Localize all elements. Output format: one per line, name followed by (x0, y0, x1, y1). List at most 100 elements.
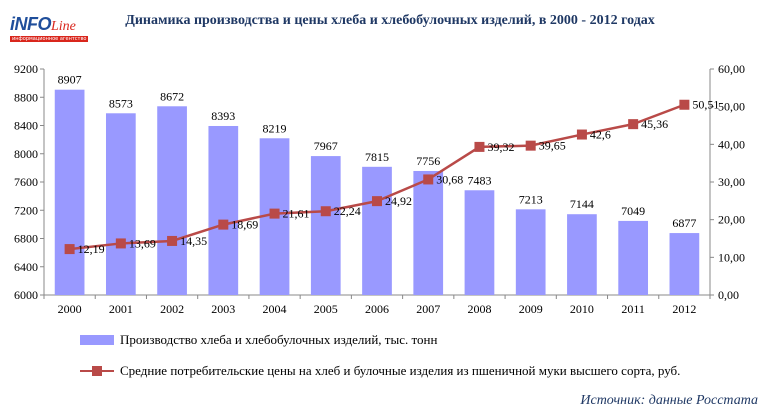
bar-data-label: 7144 (570, 197, 594, 211)
y-right-tick-label: 60,00 (718, 62, 745, 76)
y-right-tick-label: 30,00 (718, 175, 745, 189)
bar (618, 220, 649, 295)
y-left-tick-label: 6400 (14, 260, 38, 274)
x-tick-label: 2007 (416, 302, 440, 316)
bar-data-label: 7049 (621, 204, 645, 218)
line-data-label: 39,32 (487, 140, 514, 154)
bar (413, 170, 444, 295)
y-left-tick-label: 6000 (14, 288, 38, 302)
chart-canvas: 8907 8573 8672 8393 8219 7967 7815 7756 7483 7213… (14, 62, 745, 316)
line-point (167, 235, 178, 246)
x-tick-label: 2011 (621, 302, 645, 316)
y-left-tick-label: 8000 (14, 147, 38, 161)
bar-data-labels: 8907 8573 8672 8393 8219 7967 7815 7756 7483 7213… (58, 73, 697, 230)
line-data-label: 39,65 (539, 139, 566, 153)
x-tick-label: 2009 (519, 302, 543, 316)
y-right-tick-label: 20,00 (718, 213, 745, 227)
x-tick-label: 2002 (160, 302, 184, 316)
y-right-tick-label: 10,00 (718, 250, 745, 264)
bar-data-label: 7967 (314, 139, 338, 153)
y-left-tick-label: 8400 (14, 119, 38, 133)
bar (105, 113, 136, 295)
y-right-tick-label: 50,00 (718, 100, 745, 114)
legend-bar-swatch (80, 335, 114, 345)
y-right-tick-label: 0,00 (718, 288, 739, 302)
logo-accent-text: Line (51, 19, 76, 34)
line-point (218, 219, 229, 230)
chart-title: Динамика производства и цены хлеба и хле… (125, 13, 655, 28)
bar-data-label: 8573 (109, 96, 133, 110)
line-point (679, 99, 690, 110)
legend-label-production: Производство хлеба и хлебобулочных издел… (120, 332, 438, 347)
line-data-label: 14,35 (180, 234, 207, 248)
bar-data-label: 7756 (416, 154, 440, 168)
line-point (423, 174, 434, 185)
bar-data-label: 8393 (211, 109, 235, 123)
bar-data-label: 6877 (672, 216, 696, 230)
logo-bar (10, 36, 88, 42)
x-tick-label: 2004 (263, 302, 287, 316)
line-data-label: 30,68 (436, 172, 463, 186)
bar (362, 166, 392, 295)
line-data-label: 24,92 (385, 194, 412, 208)
x-tick-label: 2006 (365, 302, 389, 316)
line-data-label: 21,61 (283, 207, 310, 221)
line-point (115, 238, 126, 249)
infoline-logo: iNFOLine информационное агентство (10, 14, 90, 44)
logo-subtitle: информационное агентство (12, 36, 87, 42)
y-left-tick-label: 9200 (14, 62, 38, 76)
x-tick-label: 2010 (570, 302, 594, 316)
line-point (372, 196, 382, 207)
legend-line-swatch (80, 364, 114, 378)
bar-data-label: 7483 (467, 173, 491, 187)
line-point (64, 244, 75, 255)
tick-labels: 6000 6400 6800 7200 7600 8000 8400 8800 9200 0,00… (14, 62, 745, 316)
line-point (525, 140, 536, 151)
bar (157, 106, 187, 295)
line-series (64, 99, 690, 255)
x-tick-label: 2000 (58, 302, 82, 316)
bar (515, 209, 546, 295)
y-right-tick-label: 40,00 (718, 137, 745, 151)
legend-item-production: Производство хлеба и хлебобулочных издел… (80, 331, 437, 349)
y-left-tick-label: 8800 (14, 90, 38, 104)
line-data-label: 42,6 (590, 128, 611, 142)
bar-data-label: 8907 (58, 73, 82, 87)
line-data-label: 50,51 (692, 98, 719, 112)
x-tick-label: 2003 (211, 302, 235, 316)
bar-data-label: 7815 (365, 150, 389, 164)
line-data-label: 12,19 (78, 242, 105, 256)
y-left-tick-label: 7200 (14, 203, 38, 217)
x-tick-label: 2001 (109, 302, 133, 316)
line-point (576, 129, 587, 140)
bar-data-label: 7213 (519, 192, 543, 206)
bar (310, 156, 341, 295)
line-data-label: 45,36 (641, 117, 668, 131)
line-point (320, 206, 331, 217)
line-data-label: 22,24 (334, 204, 361, 218)
legend-label-price: Средние потребительские цены на хлеб и б… (120, 363, 681, 378)
legend-item-price: Средние потребительские цены на хлеб и б… (80, 362, 680, 380)
bar (54, 89, 85, 295)
y-left-tick-label: 6800 (14, 232, 38, 246)
line-data-label: 13,69 (129, 236, 156, 250)
y-left-tick-label: 7600 (14, 175, 38, 189)
line-data-label: 18,69 (231, 218, 258, 232)
x-tick-label: 2012 (672, 302, 696, 316)
x-tick-label: 2008 (467, 302, 491, 316)
bar-data-label: 8219 (263, 121, 287, 135)
bar (464, 190, 495, 295)
bar (669, 233, 700, 295)
bar (208, 125, 239, 295)
chart-axes (40, 68, 714, 299)
bar-data-label: 8672 (160, 89, 184, 103)
line-point (474, 141, 485, 152)
line-data-labels: 12,19 13,69 14,35 18,69 21,61 22,24 24,92 30,68… (78, 98, 720, 256)
bar-series (54, 89, 700, 295)
x-tick-label: 2005 (314, 302, 338, 316)
bar (567, 214, 597, 295)
source-note: Источник: данные Росстата (580, 393, 758, 408)
line-point (628, 119, 639, 130)
logo-main-text: iNFO (10, 14, 52, 34)
line-point (269, 208, 280, 219)
